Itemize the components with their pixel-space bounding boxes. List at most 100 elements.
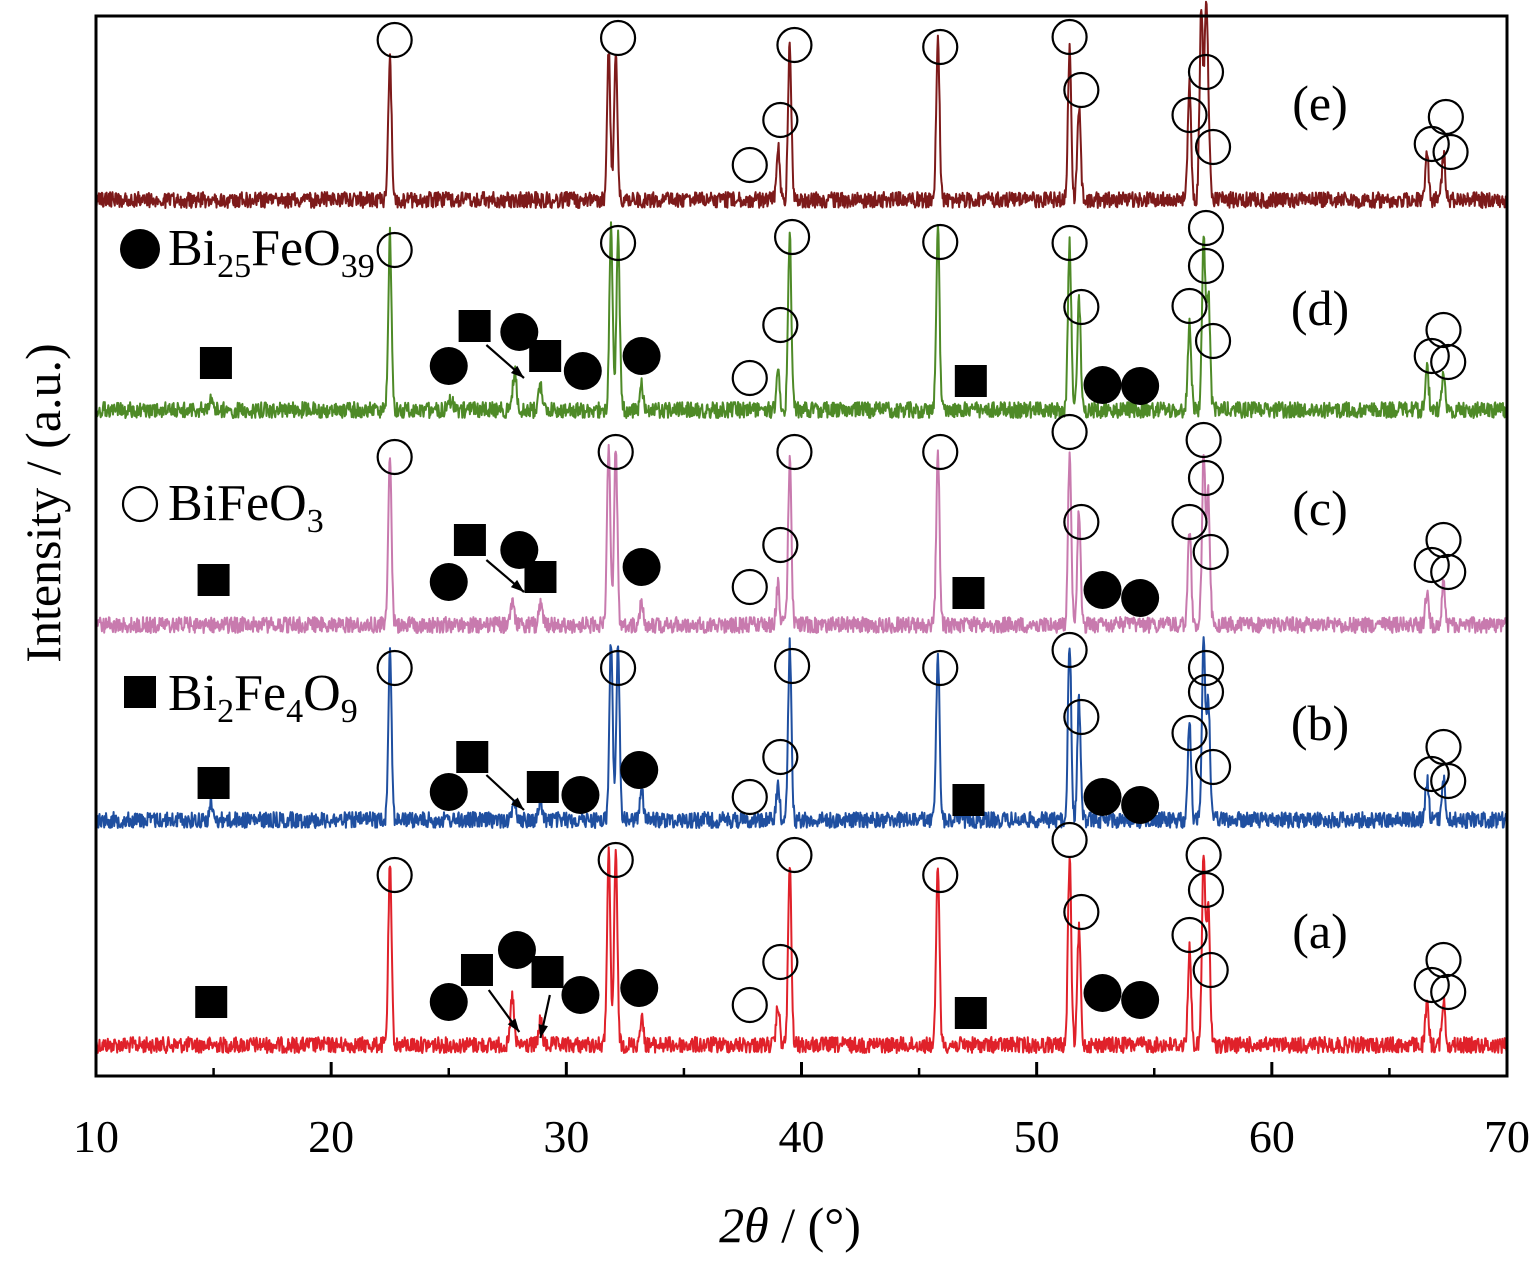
bi25feo39-filled-circle-marker xyxy=(1121,367,1160,405)
legend-filled-square-icon xyxy=(124,676,156,708)
bifeo3-open-circle-marker xyxy=(1430,553,1467,591)
xrd-trace xyxy=(95,221,1508,419)
bifeo3-open-circle-marker xyxy=(376,21,413,59)
bifeo3-open-circle-marker xyxy=(773,218,811,256)
bifeo3-open-circle-marker xyxy=(1425,941,1462,979)
bifeo3-open-circle-marker xyxy=(1430,973,1467,1011)
bifeo3-open-circle-marker xyxy=(731,146,768,184)
bifeo3-open-circle-marker xyxy=(1185,421,1222,459)
bifeo3-open-circle-marker xyxy=(1425,311,1462,349)
bifeo3-open-circle-marker xyxy=(597,433,634,471)
bifeo3-open-circle-marker xyxy=(1432,133,1469,171)
pointer-arrow-head xyxy=(507,1018,520,1032)
bi2fe4o9-filled-square-marker xyxy=(453,524,486,556)
bifeo3-open-circle-marker xyxy=(1413,966,1450,1004)
legend-label: Bi25FeO39 xyxy=(168,220,375,285)
bifeo3-open-circle-marker xyxy=(1413,546,1450,584)
bifeo3-open-circle-marker xyxy=(731,986,768,1024)
legend-label: BiFeO3 xyxy=(168,475,324,540)
bifeo3-open-circle-marker xyxy=(762,738,799,776)
bifeo3-open-circle-marker xyxy=(599,19,637,57)
bifeo3-open-circle-marker xyxy=(922,28,959,66)
bifeo3-open-circle-marker xyxy=(1171,503,1208,541)
xrd-trace xyxy=(95,846,1508,1054)
bifeo3-open-circle-marker xyxy=(1430,762,1467,800)
trace-label: (a) xyxy=(1292,903,1348,959)
bi25feo39-filled-circle-marker xyxy=(429,563,468,601)
xrd-trace xyxy=(95,0,1508,209)
bi25feo39-filled-circle-marker xyxy=(620,751,659,789)
bifeo3-open-circle-marker xyxy=(1187,673,1225,711)
trace-label: (c) xyxy=(1292,480,1348,536)
bifeo3-open-circle-marker xyxy=(1171,916,1208,954)
bifeo3-open-circle-marker xyxy=(1194,322,1232,360)
bifeo3-open-circle-marker xyxy=(1413,337,1450,375)
bifeo3-open-circle-marker xyxy=(762,943,799,981)
bi2fe4o9-filled-square-marker xyxy=(458,310,491,342)
phase-markers-group xyxy=(195,18,1469,1039)
bifeo3-open-circle-marker xyxy=(762,101,799,139)
bi25feo39-filled-circle-marker xyxy=(500,313,539,351)
trace-labels-group: (a) (b) (c) (d) (e) xyxy=(1291,75,1349,959)
bifeo3-open-circle-marker xyxy=(1051,224,1088,262)
bi25feo39-filled-circle-marker xyxy=(1083,571,1122,609)
bi2fe4o9-filled-square-marker xyxy=(197,564,230,596)
x-tick-label: 60 xyxy=(1249,1111,1295,1162)
bi25feo39-filled-circle-marker xyxy=(1083,366,1122,404)
legend-open-circle-icon xyxy=(121,485,159,523)
bifeo3-open-circle-marker xyxy=(1187,649,1225,687)
bi25feo39-filled-circle-marker xyxy=(622,337,661,375)
bifeo3-open-circle-marker xyxy=(1187,459,1225,497)
trace-label: (b) xyxy=(1291,695,1349,751)
bifeo3-open-circle-marker xyxy=(1187,247,1225,285)
bifeo3-open-circle-marker xyxy=(1171,96,1208,134)
bi25feo39-filled-circle-marker xyxy=(561,776,600,814)
bifeo3-open-circle-marker xyxy=(376,856,413,894)
x-tick-label: 40 xyxy=(779,1111,825,1162)
bifeo3-open-circle-marker xyxy=(1187,209,1225,247)
bi2fe4o9-filled-square-marker xyxy=(954,365,987,397)
bi2fe4o9-filled-square-marker xyxy=(456,741,489,773)
bifeo3-open-circle-marker xyxy=(1185,836,1222,874)
bifeo3-open-circle-marker xyxy=(922,649,959,687)
bifeo3-open-circle-marker xyxy=(1194,128,1232,166)
bi25feo39-filled-circle-marker xyxy=(497,931,536,969)
bi2fe4o9-filled-square-marker xyxy=(952,784,985,816)
bifeo3-open-circle-marker xyxy=(1425,521,1462,559)
pointer-arrow-head xyxy=(538,1024,548,1038)
xrd-trace xyxy=(95,443,1508,634)
pointer-arrow-head xyxy=(510,579,525,592)
bifeo3-open-circle-marker xyxy=(1051,18,1088,56)
x-tick-label: 50 xyxy=(1014,1111,1060,1162)
bi2fe4o9-filled-square-marker xyxy=(526,771,559,803)
bifeo3-open-circle-marker xyxy=(922,856,959,894)
bi25feo39-filled-circle-marker xyxy=(429,347,468,385)
bi2fe4o9-filled-square-marker xyxy=(529,340,562,372)
bi2fe4o9-filled-square-marker xyxy=(524,561,557,593)
xrd-trace xyxy=(95,636,1508,829)
bifeo3-open-circle-marker xyxy=(1413,755,1450,793)
bi25feo39-filled-circle-marker xyxy=(1083,778,1122,816)
bi25feo39-filled-circle-marker xyxy=(622,548,661,586)
bifeo3-open-circle-marker xyxy=(1187,871,1225,909)
bi25feo39-filled-circle-marker xyxy=(563,352,602,390)
bifeo3-open-circle-marker xyxy=(1051,413,1088,451)
legend-filled-circle-icon xyxy=(120,229,160,269)
bifeo3-open-circle-marker xyxy=(1192,533,1229,571)
x-tick-label: 20 xyxy=(308,1111,354,1162)
legend-label: Bi2Fe4O9 xyxy=(168,665,358,730)
bifeo3-open-circle-marker xyxy=(597,841,634,879)
bi2fe4o9-filled-square-marker xyxy=(954,997,987,1029)
bifeo3-open-circle-marker xyxy=(731,778,768,816)
bi25feo39-filled-circle-marker xyxy=(1121,786,1160,824)
bi25feo39-filled-circle-marker xyxy=(561,976,600,1014)
bifeo3-open-circle-marker xyxy=(1051,631,1088,669)
bifeo3-open-circle-marker xyxy=(731,568,768,606)
bifeo3-open-circle-marker xyxy=(1063,288,1100,326)
bi25feo39-filled-circle-marker xyxy=(620,969,659,1007)
y-axis-title: Intensity / (a.u.) xyxy=(15,343,71,662)
bifeo3-open-circle-marker xyxy=(922,433,959,471)
bi2fe4o9-filled-square-marker xyxy=(952,577,985,609)
bifeo3-open-circle-marker xyxy=(776,433,813,471)
